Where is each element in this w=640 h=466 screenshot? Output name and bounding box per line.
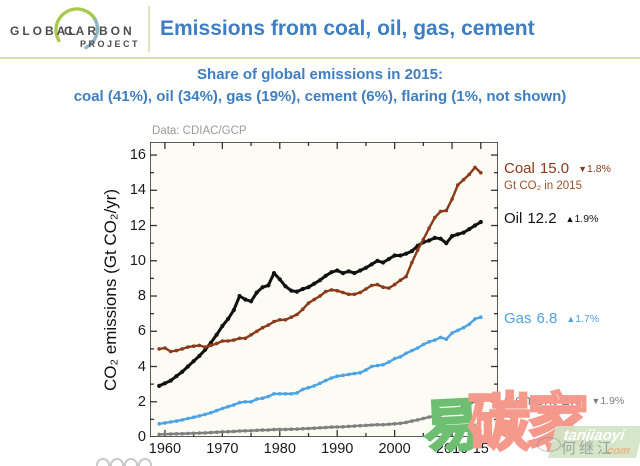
y-tick-label: 14 <box>129 182 146 199</box>
x-tick-label: 15 <box>472 441 489 457</box>
data-source-note: Data: CDIAC/GCP <box>152 125 247 137</box>
up-triangle-icon: ▲ <box>566 314 576 324</box>
logo-word-project: PROJECT <box>80 39 141 49</box>
gas-name: Gas <box>504 310 532 327</box>
y-tick-label: 4 <box>137 358 146 375</box>
header-horizontal-divider <box>0 57 640 59</box>
coal-change: 1.8% <box>586 163 611 175</box>
y-tick-label: 10 <box>129 252 146 269</box>
y-tick-label: 6 <box>137 323 146 340</box>
x-tick-label: 1960 <box>148 441 182 457</box>
oil-value: 12.2 <box>527 210 557 227</box>
y-tick-label: 12 <box>129 217 146 234</box>
page-dot <box>124 458 138 466</box>
coal-value: 15.0 <box>539 160 570 177</box>
emissions-line-chart <box>150 142 498 437</box>
page-dot <box>96 458 110 466</box>
x-tick-label: 1970 <box>206 441 239 457</box>
subtitle: Share of global emissions in 2015: coal … <box>0 66 640 105</box>
x-tick-label: 2000 <box>378 441 411 457</box>
coal-name: Coal <box>504 160 535 177</box>
gas-value: 6.8 <box>536 310 558 327</box>
cement-change: 1.9% <box>600 395 625 407</box>
watermark-char-tan: 碳 <box>467 389 532 458</box>
watermark-ellipse <box>537 437 561 452</box>
header-vertical-divider <box>148 6 150 52</box>
global-carbon-project-logo: GLOBAL CARBON PROJECT <box>8 4 144 56</box>
cement-name: Cement <box>504 392 557 409</box>
header: GLOBAL CARBON PROJECT Emissions from coa… <box>0 0 640 59</box>
units-note: Gt CO₂ in 2015 <box>504 180 582 192</box>
page-title: Emissions from coal, oil, gas, cement <box>160 17 535 40</box>
down-triangle-icon: ▼ <box>578 164 587 174</box>
x-tick-label: 1990 <box>321 441 354 457</box>
oil-series-label: Oil 12.2 ▲1.9% <box>504 210 598 227</box>
x-tick-label: 2010 <box>435 441 469 457</box>
subtitle-line-2: coal (41%), oil (34%), gas (19%), cement… <box>73 88 567 105</box>
cement-value: 2.0 <box>561 392 583 409</box>
down-triangle-icon: ▼ <box>591 396 601 406</box>
y-tick-label: 0 <box>137 429 146 445</box>
page-dot <box>110 458 124 466</box>
logo-word-global: GLOBAL <box>10 24 79 38</box>
up-triangle-icon: ▲ <box>565 214 575 224</box>
logo-word-carbon: CARBON <box>64 24 135 38</box>
y-tick-label: 8 <box>137 288 146 305</box>
watermark-overlay-text: 何继江 <box>561 440 616 457</box>
y-tick-label: 2 <box>137 393 146 410</box>
coal-series-label: Coal 15.0 ▼1.8% <box>504 160 611 177</box>
y-tick-label: 16 <box>129 147 146 164</box>
logo-arc-icon <box>54 7 100 50</box>
oil-name: Oil <box>504 210 523 227</box>
cement-series-label: Cement 2.0 ▼1.9% <box>504 392 624 409</box>
gas-change: 1.7% <box>575 313 600 325</box>
x-tick-label: 1980 <box>263 441 296 457</box>
page-dot <box>138 458 152 466</box>
oil-change: 1.9% <box>574 213 599 225</box>
gas-series-label: Gas 6.8 ▲1.7% <box>504 310 599 327</box>
subtitle-line-1: Share of global emissions in 2015: <box>197 66 443 83</box>
